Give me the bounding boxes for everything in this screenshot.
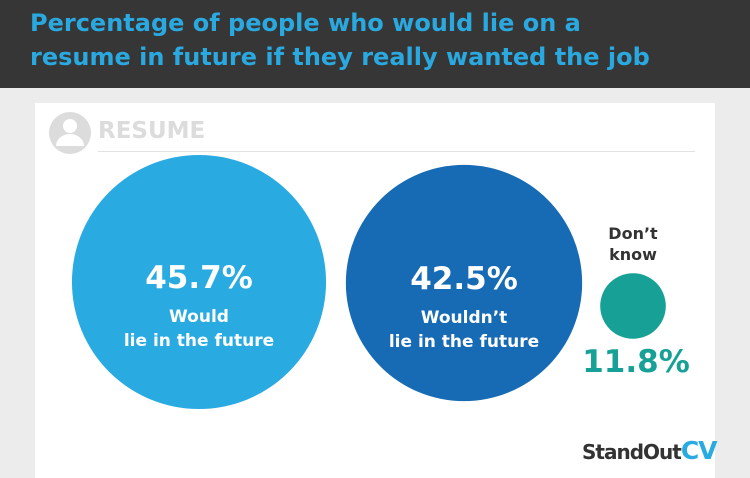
category-label: Wouldn’t lie in the future [388, 308, 540, 352]
value-label: 11.8% [582, 344, 690, 380]
bubble [600, 273, 666, 339]
divider [98, 151, 695, 152]
title: Percentage of people who would lie on a … [30, 9, 650, 71]
header-bar [0, 0, 750, 88]
resume-label: RESUME [98, 118, 206, 144]
value-label: 45.7% [145, 260, 253, 296]
bubble [345, 164, 583, 402]
category-label: Don’t know [608, 224, 658, 264]
resume-icon [49, 112, 91, 154]
brand-suffix: CV [680, 436, 718, 465]
bubble [71, 154, 327, 410]
value-label: 42.5% [410, 261, 518, 297]
category-label: Would lie in the future [123, 307, 275, 351]
brand-name: StandOut [582, 440, 682, 464]
brand: StandOutCV [582, 436, 718, 465]
